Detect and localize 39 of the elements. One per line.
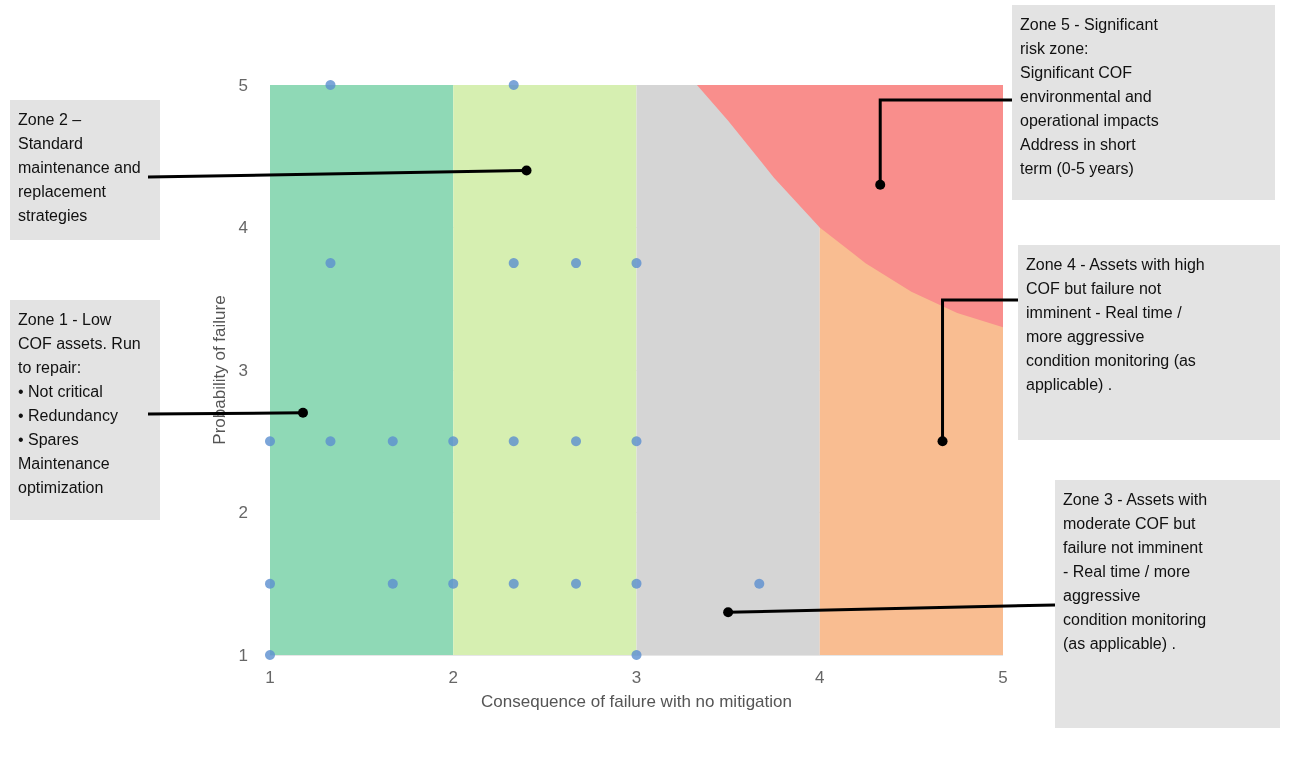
point (631, 650, 642, 660)
point (631, 578, 642, 589)
y-tick-label: 3 (238, 360, 248, 380)
x-tick-label: 4 (815, 668, 825, 687)
x-axis-title: Consequence of failure with no mitigation (481, 692, 792, 711)
annotation: Zone 2 – Standard maintenance and replacement strategies (10, 100, 160, 240)
point (571, 258, 582, 269)
point (508, 578, 519, 589)
y-tick-label: 1 (238, 645, 248, 665)
point (508, 258, 519, 269)
y-tick-label: 2 (238, 503, 248, 522)
annotation: Zone 5 - Significant risk zone: Significant COF environmental and operational impacts Address in short term (0-5 years) (1012, 5, 1275, 200)
point (448, 436, 459, 447)
y-axis-title: Probability of failure (209, 295, 229, 445)
annotation: Zone 1 - Low COF assets. Run to repair: • Not critical • Redundancy • Spares Maintenance optimization (10, 300, 160, 520)
point (265, 578, 275, 589)
y-tick-label: 4 (238, 218, 248, 237)
point (265, 436, 275, 447)
point (325, 258, 336, 269)
annotation: Zone 4 - Assets with high COF but failure not imminent - Real time / more aggressive condition monitoring (as applicable) . (1018, 245, 1280, 440)
point (571, 436, 582, 447)
y-tick-label: 5 (238, 75, 248, 95)
point (754, 578, 765, 589)
point (387, 436, 398, 447)
point (448, 578, 459, 589)
point (508, 436, 519, 447)
point (325, 436, 336, 447)
point (631, 436, 642, 447)
x-tick-label: 5 (998, 668, 1008, 687)
point (325, 80, 336, 90)
point (387, 578, 398, 589)
annotation: Zone 3 - Assets with moderate COF but failure not imminent - Real time / more aggressive condition monitoring (as applicable) . (1055, 480, 1280, 728)
point (508, 80, 519, 90)
point (571, 578, 582, 589)
x-tick-label: 1 (265, 668, 275, 687)
x-tick-label: 2 (448, 668, 458, 687)
point (265, 650, 275, 660)
point (631, 258, 642, 269)
x-tick-label: 3 (631, 668, 642, 687)
